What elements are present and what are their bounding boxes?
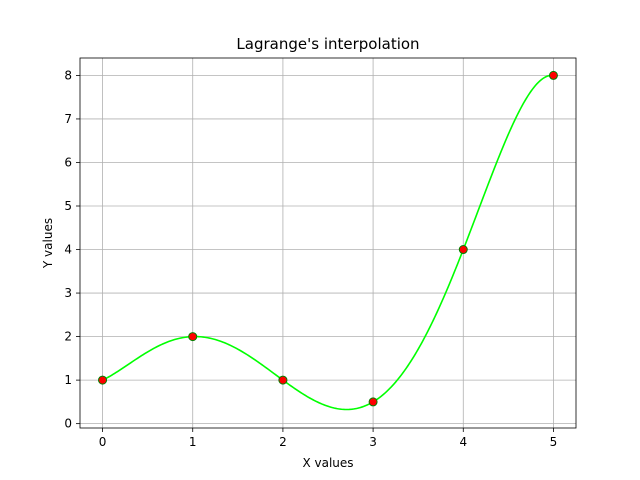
x-tick-label: 5 xyxy=(550,435,558,449)
x-tick-label: 0 xyxy=(99,435,107,449)
y-axis-label: Y values xyxy=(41,218,55,269)
grid xyxy=(80,58,576,428)
y-tick-label: 6 xyxy=(64,155,72,169)
interpolation-curve xyxy=(102,74,554,411)
data-point xyxy=(188,332,198,342)
data-point xyxy=(278,375,288,385)
data-point xyxy=(548,70,558,80)
axes-frame xyxy=(79,57,577,429)
chart-title: Lagrange's interpolation xyxy=(236,35,419,53)
y-tick-label: 0 xyxy=(64,417,72,431)
data-point xyxy=(458,245,468,255)
y-tick-label: 4 xyxy=(64,243,72,257)
data-point xyxy=(98,375,108,385)
x-axis: 0 1 2 3 4 5 xyxy=(99,428,558,449)
x-tick-label: 1 xyxy=(189,435,197,449)
y-tick-label: 1 xyxy=(64,373,72,387)
x-axis-label: X values xyxy=(302,456,353,470)
y-tick-label: 5 xyxy=(64,199,72,213)
x-tick-label: 3 xyxy=(369,435,377,449)
x-tick-label: 2 xyxy=(279,435,287,449)
data-point xyxy=(368,397,378,407)
y-tick-label: 2 xyxy=(64,330,72,344)
y-tick-label: 3 xyxy=(64,286,72,300)
y-tick-label: 8 xyxy=(64,68,72,82)
y-tick-label: 7 xyxy=(64,112,72,126)
x-tick-label: 4 xyxy=(459,435,467,449)
y-axis: 0 1 2 3 4 5 6 7 8 xyxy=(64,68,80,431)
plot-area xyxy=(98,70,558,411)
